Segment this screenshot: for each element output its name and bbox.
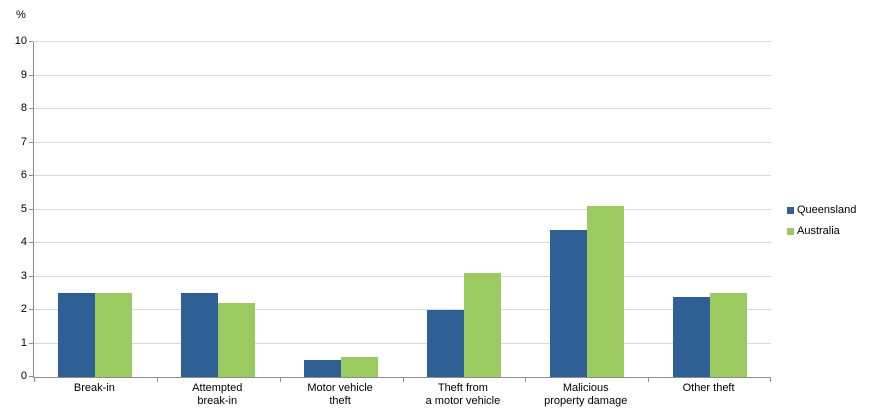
y-tick-label: 1 bbox=[20, 336, 27, 349]
category-label: Theft from a motor vehicle bbox=[425, 382, 501, 407]
bar-australia bbox=[218, 303, 256, 377]
x-axis-tick bbox=[525, 378, 526, 382]
bar-group bbox=[280, 42, 403, 377]
gridline bbox=[34, 242, 771, 243]
bar-queensland bbox=[549, 230, 587, 377]
y-tick-label: 8 bbox=[20, 102, 27, 114]
legend: Queensland Australia bbox=[787, 204, 856, 246]
bar-queensland bbox=[304, 360, 342, 377]
y-tick-label: 4 bbox=[20, 236, 27, 248]
bar-australia bbox=[341, 357, 379, 377]
bar-queensland bbox=[181, 293, 219, 377]
y-axis-tick bbox=[29, 242, 33, 243]
gridline bbox=[34, 108, 771, 109]
bar-queensland bbox=[426, 310, 464, 377]
bar-group bbox=[648, 42, 771, 377]
y-axis-tick bbox=[29, 376, 33, 377]
x-axis-tick bbox=[157, 378, 158, 382]
legend-swatch-icon bbox=[787, 228, 794, 235]
y-tick-label: 10 bbox=[14, 35, 27, 47]
gridline bbox=[34, 275, 771, 277]
y-axis-tick bbox=[29, 342, 33, 344]
category-label: Malicious property damage bbox=[544, 382, 628, 407]
y-axis-tick bbox=[29, 275, 33, 277]
gridline bbox=[34, 141, 771, 143]
x-axis-tick bbox=[403, 378, 404, 382]
bar-australia bbox=[586, 206, 624, 377]
y-axis-tick bbox=[29, 41, 33, 42]
bar-group bbox=[525, 42, 648, 377]
x-axis-tick bbox=[648, 378, 649, 382]
y-tick-label: 9 bbox=[20, 68, 27, 81]
category-label: Break-in bbox=[73, 382, 115, 394]
x-axis-tick bbox=[34, 378, 35, 382]
legend-label: Queensland bbox=[797, 204, 857, 216]
y-axis-tick bbox=[29, 309, 33, 310]
bar-australia bbox=[709, 293, 747, 377]
bar-australia bbox=[95, 293, 133, 377]
gridline bbox=[34, 74, 771, 76]
gridline bbox=[34, 41, 771, 42]
x-axis-tick bbox=[770, 378, 771, 382]
gridline bbox=[34, 208, 771, 210]
legend-label: Australia bbox=[797, 225, 840, 237]
y-tick-label: 7 bbox=[20, 135, 27, 148]
bar-australia bbox=[463, 273, 501, 377]
y-tick-label: 2 bbox=[20, 303, 27, 315]
category-label: Motor vehicle theft bbox=[307, 382, 373, 407]
legend-item-queensland: Queensland bbox=[787, 204, 856, 217]
y-axis-tick bbox=[29, 74, 33, 76]
y-axis-tick bbox=[29, 108, 33, 109]
bar-group bbox=[157, 42, 280, 377]
y-tick-label: 6 bbox=[20, 169, 27, 181]
bar-group bbox=[403, 42, 526, 377]
plot-area bbox=[29, 41, 771, 382]
gridline bbox=[34, 175, 771, 176]
category-label: Attempted break-in bbox=[192, 382, 243, 407]
y-tick-label: 5 bbox=[20, 202, 27, 215]
y-axis-tick bbox=[29, 208, 33, 210]
gridline bbox=[34, 309, 771, 310]
y-axis-tick bbox=[29, 141, 33, 143]
y-axis-tick bbox=[29, 175, 33, 176]
legend-swatch-icon bbox=[787, 207, 794, 214]
bar-queensland bbox=[672, 297, 710, 377]
y-tick-label: 0 bbox=[20, 370, 27, 382]
y-axis-unit-label: % bbox=[16, 9, 26, 21]
gridline bbox=[34, 342, 771, 344]
bar-queensland bbox=[58, 293, 96, 377]
y-tick-label: 3 bbox=[20, 269, 27, 282]
x-axis-tick bbox=[280, 378, 281, 382]
category-label: Other theft bbox=[682, 382, 735, 394]
bar-group bbox=[34, 42, 157, 377]
legend-item-australia: Australia bbox=[787, 225, 856, 238]
